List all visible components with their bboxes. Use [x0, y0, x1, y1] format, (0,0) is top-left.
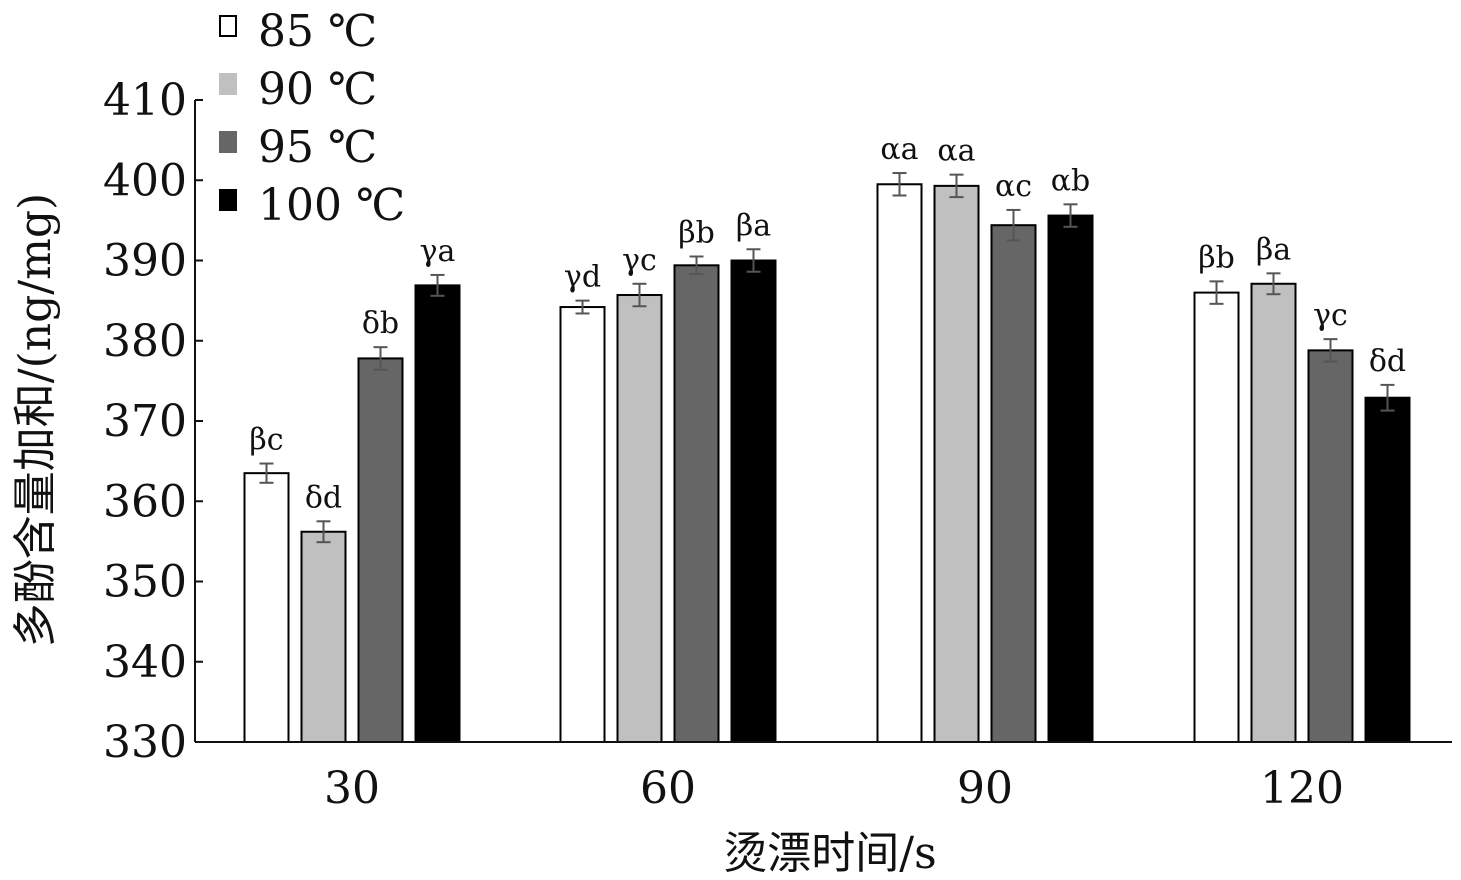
- y-tick-label: 390: [103, 236, 187, 287]
- data-label: βb: [1198, 240, 1235, 275]
- bar: [1193, 291, 1240, 743]
- x-axis-title: 烫漂时间/s: [723, 828, 936, 879]
- data-label: βa: [1256, 232, 1291, 267]
- bar: [1047, 214, 1094, 743]
- x-tick-label: 30: [324, 763, 380, 814]
- x-tick-label: 90: [957, 763, 1013, 814]
- y-tick-label: 370: [103, 396, 187, 447]
- data-label: γd: [564, 260, 601, 295]
- x-tick-label: 120: [1260, 763, 1344, 814]
- bar: [414, 284, 461, 743]
- legend: 85 ℃ 90 ℃ 95 ℃ 100 ℃: [219, 6, 405, 231]
- data-label: βc: [249, 423, 283, 458]
- data-label: βa: [736, 208, 771, 243]
- data-label: δd: [1369, 344, 1406, 379]
- data-label: δb: [362, 306, 399, 341]
- bar: [243, 472, 290, 743]
- legend-label: 85 ℃: [258, 6, 377, 57]
- legend-label: 100 ℃: [258, 180, 405, 231]
- bar: [933, 184, 980, 743]
- data-label: δd: [305, 480, 342, 515]
- bar: [1307, 349, 1354, 743]
- data-label: αb: [1051, 163, 1090, 198]
- bar: [730, 259, 777, 743]
- data-label: βb: [678, 215, 715, 250]
- data-label: αa: [880, 132, 918, 167]
- y-tick-label: 360: [103, 476, 187, 527]
- x-tick-label: 60: [640, 763, 696, 814]
- legend-swatch: [219, 131, 237, 153]
- bar: [990, 224, 1037, 743]
- bar: [1364, 396, 1411, 743]
- data-label: γc: [622, 243, 657, 278]
- y-tick-label: 380: [103, 316, 187, 367]
- data-label: αc: [995, 169, 1032, 204]
- bar: [673, 264, 720, 743]
- bar: [357, 357, 404, 743]
- legend-swatch: [219, 73, 237, 95]
- y-tick-label: 330: [103, 717, 187, 768]
- bar: [559, 306, 606, 743]
- y-tick-label: 410: [103, 75, 187, 126]
- data-label: γa: [420, 234, 456, 269]
- legend-label: 90 ℃: [258, 64, 377, 115]
- bar: [300, 530, 347, 743]
- legend-swatch: [219, 15, 237, 37]
- data-label: αa: [937, 134, 975, 169]
- bar: [1250, 282, 1297, 743]
- bar: [616, 294, 663, 743]
- axes-layer: 330 340 350 360 370 380 390 400 410 30 60 90 120: [103, 75, 1452, 814]
- y-tick-label: 340: [103, 637, 187, 688]
- y-tick-label: 350: [103, 557, 187, 608]
- legend-swatch: [219, 189, 237, 211]
- y-tick-label: 400: [103, 155, 187, 206]
- data-label: γc: [1313, 298, 1348, 333]
- legend-label: 95 ℃: [258, 122, 377, 173]
- bar: [876, 183, 923, 743]
- y-axis-title: 多酚含量加和/(ng/mg): [10, 193, 61, 647]
